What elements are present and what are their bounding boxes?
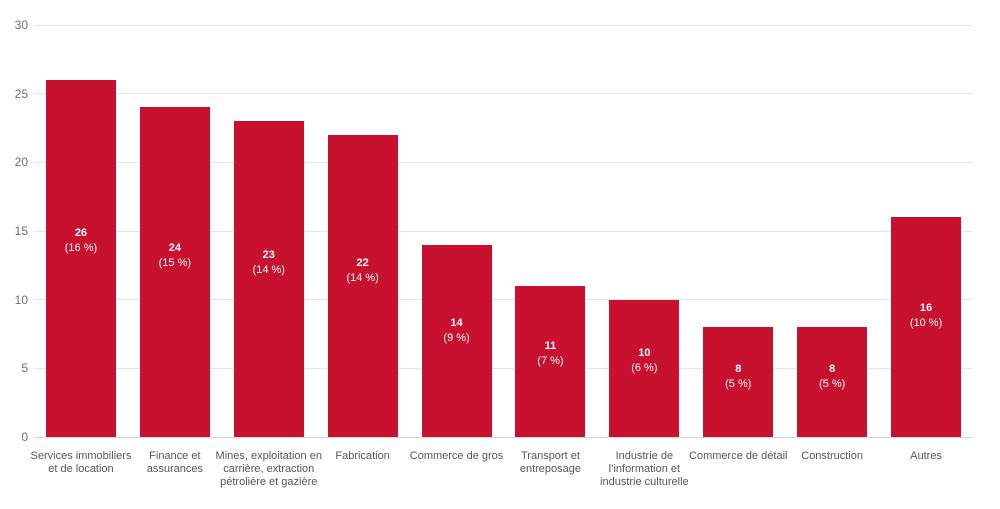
- category-label-line: Autres: [910, 450, 942, 462]
- bar-value-label: 14 (9 %): [422, 316, 492, 346]
- category-label-line: Finance et: [149, 450, 201, 462]
- category-label-line: l’information et: [608, 463, 681, 475]
- bar-value: 22: [356, 256, 369, 269]
- category-label: Mines, exploitation en carrière, extracti…: [204, 450, 334, 489]
- bar-value-label: 11 (7 %): [515, 339, 585, 369]
- bar-value-label: 8 (5 %): [797, 362, 867, 392]
- bar-6: 11 (7 %): [515, 285, 586, 437]
- bar-value: 11: [544, 339, 557, 352]
- bar-value-label: 10 (6 %): [609, 346, 679, 376]
- y-tick-label: 25: [14, 86, 28, 101]
- category-label-line: Transport et: [520, 450, 580, 462]
- bar-value-label: 23 (14 %): [234, 248, 304, 278]
- y-tick-label: 5: [21, 361, 28, 376]
- category-label-line: Industrie de: [615, 450, 674, 462]
- category-label-line: carrière, extraction: [223, 463, 315, 475]
- bar-value: 16: [919, 302, 933, 315]
- bar-value: 10: [638, 347, 651, 360]
- category-label-line: Commerce de détail: [689, 450, 788, 462]
- category-label-line: et de location: [48, 463, 114, 475]
- gridline: [34, 24, 973, 26]
- gridline: [34, 93, 973, 95]
- category-label: Commerce de détail: [673, 450, 803, 463]
- gridline: [34, 161, 973, 163]
- category-label: Transport et entreposage: [485, 450, 615, 476]
- bar-value-label: 8 (5 %): [703, 362, 773, 392]
- y-tick-label: 15: [14, 224, 28, 238]
- bar-percentage: (16 %): [64, 241, 98, 254]
- bar-7: 10 (6 %): [609, 299, 680, 437]
- category-label: Autres: [861, 450, 991, 463]
- bar-percentage: (15 %): [158, 256, 192, 269]
- bar-value: 26: [74, 226, 88, 239]
- x-axis-line: [34, 437, 973, 438]
- bar-9: 8 (5 %): [797, 327, 868, 437]
- bar-value: 23: [262, 249, 275, 262]
- bar-percentage: (6 %): [631, 362, 658, 375]
- category-label: Services immobiliers et de location: [16, 450, 146, 476]
- category-label-line: pétrolière et gazière: [220, 476, 318, 488]
- bar-value-label: 24 (15 %): [140, 241, 210, 271]
- y-tick-label: 10: [14, 292, 28, 307]
- y-tick-label: 30: [14, 18, 28, 32]
- bar-percentage: (7 %): [537, 354, 564, 367]
- bar-value-label: 16 (10 %): [891, 301, 961, 331]
- bar-10: 16 (10 %): [891, 217, 962, 437]
- bar-percentage: (5 %): [819, 377, 846, 390]
- category-label-line: Construction: [801, 450, 864, 462]
- category-label: Fabrication: [298, 450, 428, 463]
- category-label-line: entreposage: [519, 463, 582, 475]
- category-label-line: Commerce de gros: [409, 450, 504, 462]
- bar-percentage: (10 %): [909, 317, 943, 330]
- category-label-line: Services immobiliers: [30, 450, 132, 462]
- bar-percentage: (14 %): [346, 271, 379, 284]
- category-label-line: industrie culturelle: [600, 476, 689, 488]
- category-label: Finance et assurances: [110, 450, 240, 476]
- category-label-line: Mines, exploitation en: [215, 450, 322, 462]
- category-label: Commerce de gros: [392, 450, 522, 463]
- bar-value: 8: [735, 362, 742, 375]
- bar-1: 26 (16 %): [45, 79, 116, 437]
- bar-value: 14: [450, 317, 463, 330]
- plot-area: 26 (16 %) 24 (15 %) 23 (14 %) 22 (14 %) 14 (9 %) 1…: [34, 24, 973, 438]
- bar-percentage: (5 %): [725, 377, 752, 390]
- category-label-line: assurances: [146, 463, 203, 475]
- x-axis: Services immobiliers et de location Financ…: [31, 450, 973, 505]
- gridline: [34, 230, 973, 232]
- category-label: Construction: [767, 450, 897, 463]
- bar-2: 24 (15 %): [139, 107, 210, 437]
- bar-3: 23 (14 %): [233, 121, 304, 437]
- gridline: [34, 299, 973, 301]
- y-tick-label: 20: [14, 155, 28, 170]
- bar-percentage: (14 %): [252, 264, 285, 277]
- bar-5: 14 (9 %): [421, 244, 492, 437]
- category-label: Industrie de l’information et industrie cu…: [579, 450, 709, 489]
- category-label-line: Fabrication: [335, 450, 390, 462]
- bar-value-label: 22 (14 %): [328, 256, 398, 286]
- bar-percentage: (9 %): [443, 332, 470, 345]
- bar-8: 8 (5 %): [703, 327, 774, 437]
- bar-value: 8: [829, 362, 836, 375]
- bar-4: 22 (14 %): [327, 134, 398, 437]
- gridline: [34, 367, 973, 369]
- bar-value: 24: [168, 241, 181, 254]
- bar-value-label: 26 (16 %): [46, 226, 116, 256]
- y-tick-label: 0: [21, 430, 28, 444]
